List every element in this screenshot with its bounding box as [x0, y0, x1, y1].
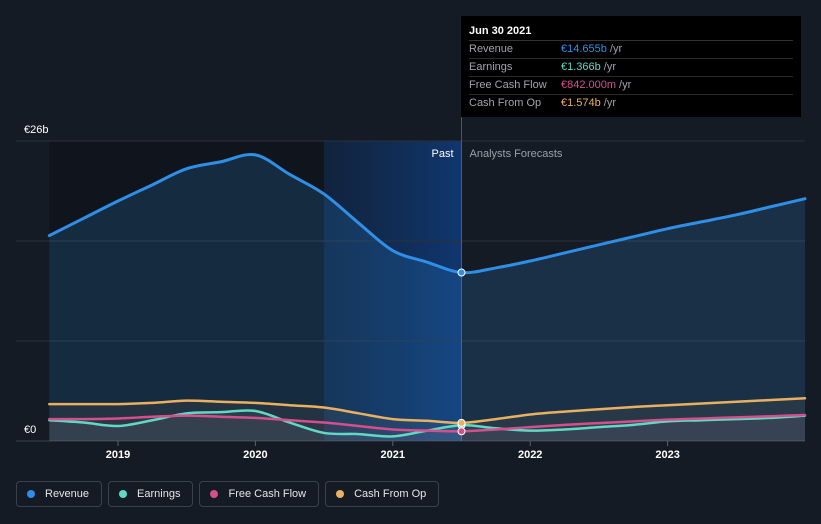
- tooltip-date: Jun 30 2021: [469, 24, 793, 41]
- cash-from-op-line: [48, 397, 807, 425]
- tooltip-row-earnings: Earnings €1.366b /yr: [469, 59, 793, 77]
- x-tick-label: 2023: [655, 449, 679, 461]
- revenue-highlight-point: [457, 268, 466, 277]
- legend-dot-icon: [119, 490, 128, 498]
- tooltip-unit: /yr: [603, 61, 616, 73]
- tooltip-label: Earnings: [469, 61, 513, 73]
- tooltip-label: Free Cash Flow: [469, 79, 547, 91]
- revenue-area: [49, 154, 806, 441]
- tooltip-unit: /yr: [603, 97, 616, 109]
- legend-item-free-cash-flow[interactable]: Free Cash Flow: [199, 481, 320, 507]
- free-cash-flow-area: [49, 415, 806, 441]
- x-tick-label: 2022: [518, 449, 542, 461]
- forecast-label: Analysts Forecasts: [470, 148, 563, 160]
- tooltip-row-free-cash-flow: Free Cash Flow €842.000m /yr: [469, 77, 793, 95]
- x-tick-label: 2019: [106, 449, 130, 461]
- y-tick-label-top: €26b: [24, 124, 49, 136]
- tooltip-value: €842.000m: [561, 79, 617, 91]
- legend-label: Revenue: [45, 488, 90, 500]
- tooltip-unit: /yr: [609, 43, 623, 55]
- tooltip-label: Cash From Op: [469, 97, 542, 109]
- tooltip-unit: /yr: [619, 79, 632, 91]
- tooltip-value: €1.366b: [561, 61, 601, 73]
- x-tick-label: 2020: [243, 449, 267, 461]
- past-region-bg: [49, 141, 325, 441]
- cash-from-op-highlight-point: [457, 418, 466, 427]
- hover-tooltip: Jun 30 2021 Revenue €14.655b /yr Earning…: [461, 16, 801, 117]
- legend-item-cash-from-op[interactable]: Cash From Op: [325, 481, 440, 507]
- past-recent-region-bg: [324, 141, 462, 441]
- free-cash-flow-highlight-point: [457, 427, 466, 436]
- y-tick-label-bottom: €0: [24, 424, 37, 436]
- revenue-line: [47, 152, 807, 275]
- legend-label: Earnings: [137, 488, 181, 500]
- chart-legend: Revenue Earnings Free Cash Flow Cash Fro…: [16, 481, 440, 507]
- legend-dot-icon: [336, 490, 345, 498]
- tooltip-value: €14.655b: [561, 43, 607, 55]
- past-label: Past: [431, 148, 453, 160]
- legend-item-earnings[interactable]: Earnings: [108, 481, 194, 507]
- legend-dot-icon: [210, 490, 219, 498]
- financials-chart: 2019 2020 2021 2022 2023 Past Analysts Forecas…: [16, 16, 807, 461]
- legend-dot-icon: [27, 490, 35, 498]
- x-tick-label: 2021: [381, 449, 405, 461]
- tooltip-label: Revenue: [469, 43, 514, 55]
- legend-label: Free Cash Flow: [228, 488, 307, 500]
- tooltip-row-cash-from-op: Cash From Op €1.574b /yr: [469, 95, 793, 112]
- free-cash-flow-line: [48, 413, 807, 433]
- legend-item-revenue[interactable]: Revenue: [16, 481, 103, 507]
- tooltip-row-revenue: Revenue €14.655b /yr: [469, 41, 793, 59]
- tooltip-value: €1.574b: [561, 97, 601, 109]
- legend-label: Cash From Op: [354, 488, 427, 500]
